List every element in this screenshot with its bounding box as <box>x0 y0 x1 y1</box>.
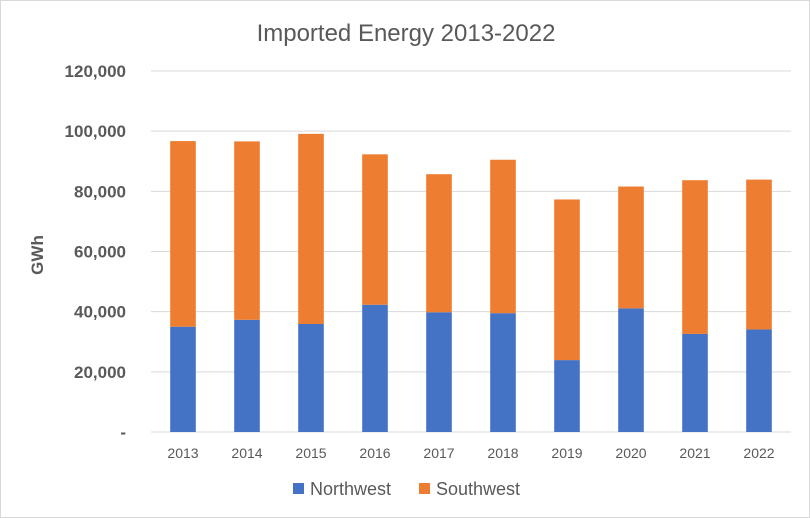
bar-southwest-2016 <box>362 154 388 305</box>
y-tick-label: 60,000 <box>74 243 126 262</box>
bar-northwest-2018 <box>490 313 516 432</box>
y-tick-label: - <box>120 423 126 442</box>
legend-label-northwest: Northwest <box>310 479 391 499</box>
bar-southwest-2020 <box>618 186 644 309</box>
x-tick-label: 2015 <box>295 445 326 461</box>
bar-southwest-2015 <box>298 133 324 325</box>
y-tick-label: 80,000 <box>74 182 126 201</box>
bars <box>170 133 772 432</box>
bar-southwest-2017 <box>426 174 452 313</box>
bar-southwest-2014 <box>234 141 260 320</box>
x-tick-label: 2019 <box>551 445 582 461</box>
bar-southwest-2013 <box>170 141 196 327</box>
x-tick-label: 2021 <box>679 445 710 461</box>
legend-swatch-southwest <box>419 483 430 494</box>
bar-northwest-2021 <box>682 333 708 432</box>
legend-swatch-northwest <box>293 483 304 494</box>
bar-southwest-2018 <box>490 159 516 314</box>
x-tick-label: 2022 <box>743 445 774 461</box>
chart-title: Imported Energy 2013-2022 <box>257 20 556 47</box>
x-tick-label: 2017 <box>423 445 454 461</box>
y-tick-label: 40,000 <box>74 303 126 322</box>
bar-northwest-2013 <box>170 326 196 432</box>
x-tick-label: 2013 <box>167 445 198 461</box>
y-axis-label: GWh <box>28 235 47 275</box>
x-tick-label: 2018 <box>487 445 518 461</box>
bar-northwest-2014 <box>234 319 260 432</box>
y-axis-ticks: - 20,000 40,000 60,000 80,000 100,000 120,000 <box>65 62 126 442</box>
x-tick-label: 2020 <box>615 445 646 461</box>
y-tick-label: 120,000 <box>65 62 126 81</box>
y-tick-label: 20,000 <box>74 363 126 382</box>
x-axis-ticks: 2013 2014 2015 2016 2017 2018 2019 2020 2021 2022 <box>167 445 774 461</box>
legend-label-southwest: Southwest <box>436 479 520 499</box>
x-tick-label: 2016 <box>359 445 390 461</box>
y-tick-label: 100,000 <box>65 122 126 141</box>
bar-southwest-2021 <box>682 180 708 334</box>
x-tick-label: 2014 <box>231 445 262 461</box>
legend: Northwest Southwest <box>293 479 520 499</box>
bar-northwest-2022 <box>746 329 772 432</box>
bar-northwest-2020 <box>618 308 644 432</box>
bar-northwest-2019 <box>554 360 580 432</box>
bar-southwest-2019 <box>554 199 580 361</box>
bar-northwest-2017 <box>426 312 452 432</box>
bar-northwest-2015 <box>298 324 324 432</box>
bar-northwest-2016 <box>362 304 388 432</box>
bar-southwest-2022 <box>746 179 772 330</box>
